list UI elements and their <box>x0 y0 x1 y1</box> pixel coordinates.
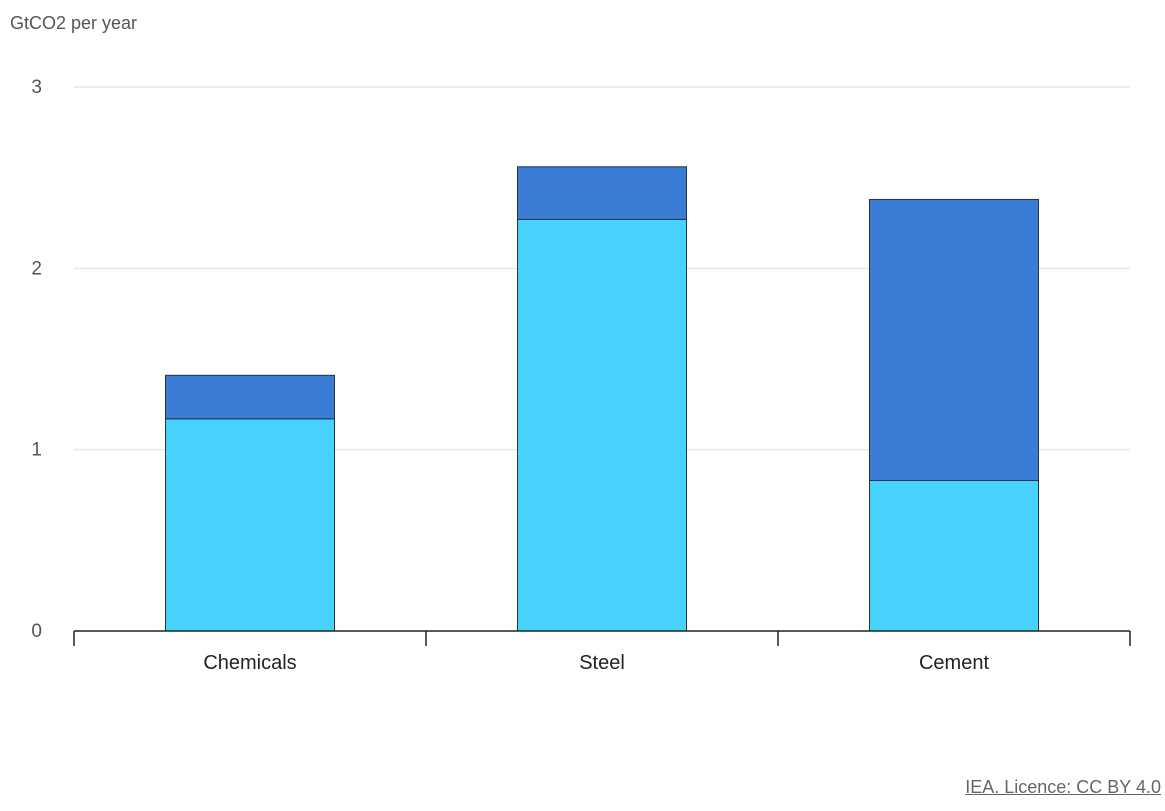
x-axis: Chemicals Steel Cement <box>73 630 1131 674</box>
bar-cement-segment-2 <box>869 198 1039 481</box>
bar-chemicals-segment-2 <box>165 374 335 420</box>
licence-credit-link[interactable]: IEA. Licence: CC BY 4.0 <box>965 777 1161 797</box>
bars <box>165 166 1039 632</box>
y-tick-label-0: 0 <box>31 621 42 642</box>
y-axis-ticks: 0 1 2 3 <box>31 77 42 642</box>
x-tick-label-chemicals: Chemicals <box>203 652 296 674</box>
x-tick-label-steel: Steel <box>579 652 625 674</box>
bar-steel-segment-1 <box>517 218 687 632</box>
bar-chemicals-segment-1 <box>165 418 335 632</box>
x-tick-label-cement: Cement <box>919 652 989 674</box>
y-axis-label: GtCO2 per year <box>10 13 137 33</box>
bar-cement-segment-1 <box>869 479 1039 632</box>
y-tick-label-3: 3 <box>31 77 42 98</box>
bar-steel-segment-2 <box>517 166 687 220</box>
y-tick-label-1: 1 <box>31 440 42 461</box>
y-tick-label-2: 2 <box>31 258 42 279</box>
